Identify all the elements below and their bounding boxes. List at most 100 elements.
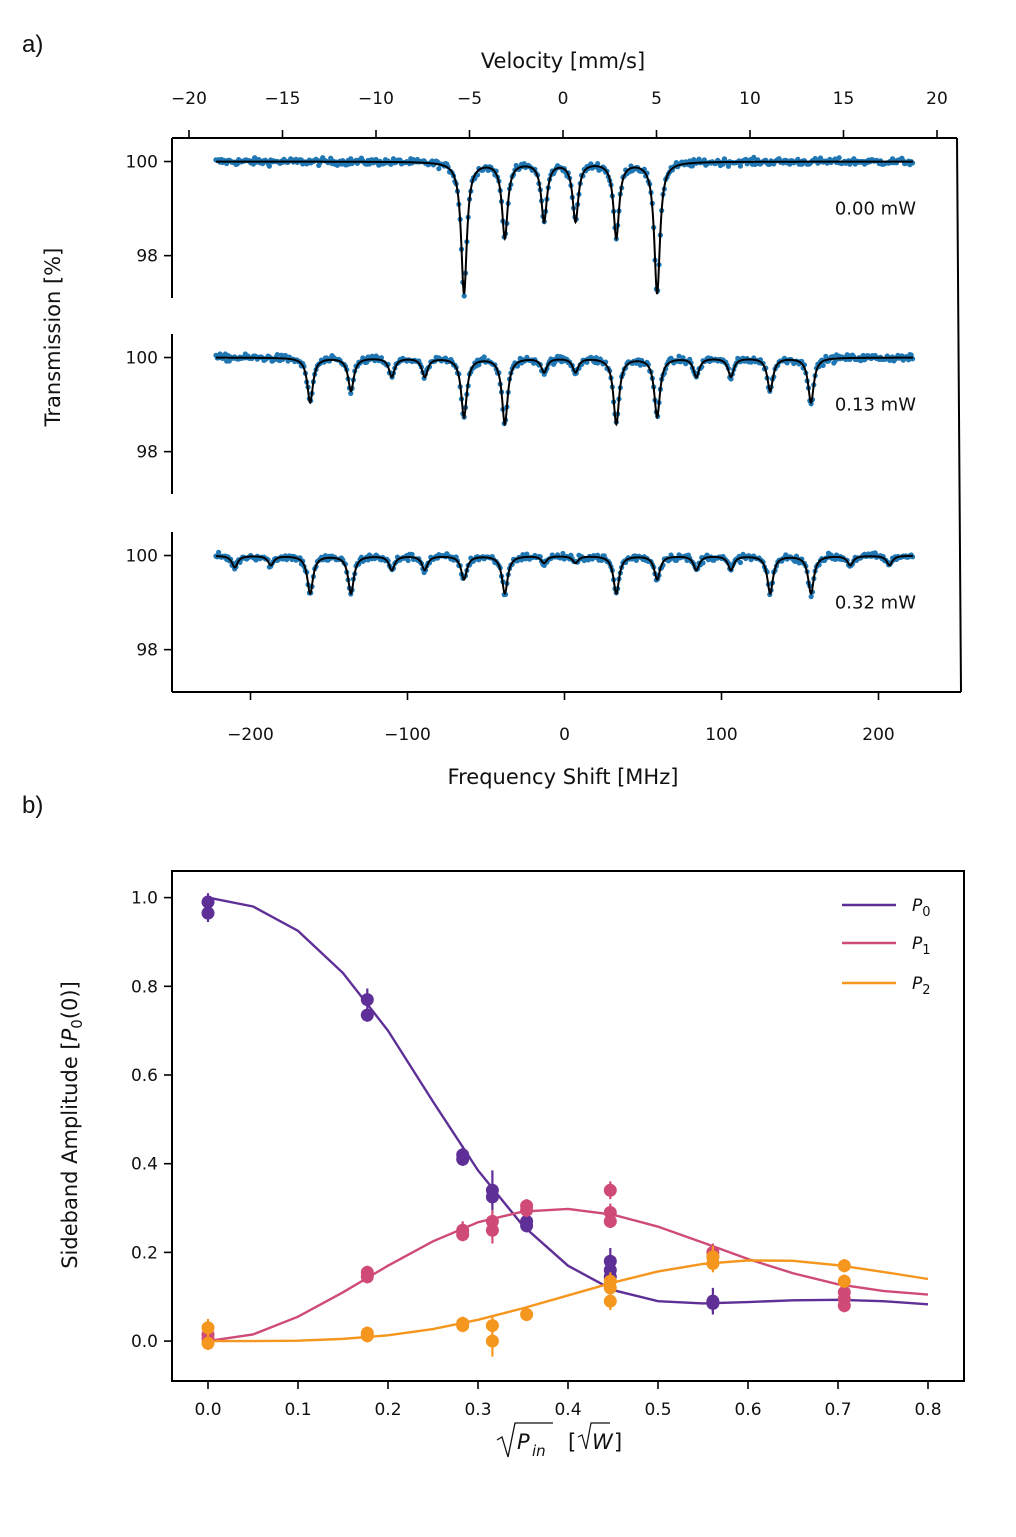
- data-point: [405, 557, 411, 564]
- data-point-p1: [603, 1214, 617, 1228]
- svg-text:[: [: [568, 1430, 576, 1454]
- data-point: [676, 353, 682, 359]
- top-axis-tick-label: −15: [265, 89, 301, 109]
- x-axis-tick-label: 0.7: [824, 1400, 851, 1420]
- top-axis-tick-label: 10: [739, 89, 761, 109]
- x-axis-tick-label: 0.4: [554, 1400, 581, 1420]
- data-point-p0: [520, 1219, 534, 1233]
- data-point-p2: [706, 1256, 720, 1270]
- data-point-p2: [485, 1334, 499, 1348]
- svg-text:]: ]: [614, 1430, 622, 1454]
- panel-b-label: b): [22, 792, 43, 819]
- fit-line: [215, 160, 914, 295]
- y-axis-tick-label: 0.4: [131, 1155, 158, 1175]
- top-axis-tick-label: −20: [171, 89, 207, 109]
- series-points: [213, 351, 916, 427]
- data-point: [701, 157, 707, 163]
- data-point: [481, 354, 487, 360]
- fit-curve-p2: [208, 1259, 929, 1343]
- data-point: [728, 376, 734, 382]
- x-axis-tick-label: 200: [862, 725, 894, 745]
- fit-curve-p0: [207, 896, 929, 1306]
- data-point: [266, 163, 272, 169]
- data-point: [409, 551, 415, 558]
- data-point-p2: [837, 1274, 851, 1288]
- data-point-p0: [201, 906, 215, 920]
- panel-a-label: a): [22, 31, 43, 58]
- y-axis-tick-label: 100: [126, 153, 158, 173]
- legend-p1-label: P1: [912, 934, 931, 958]
- panel-a-y-axis-label: Transmission [%]: [41, 248, 65, 428]
- data-point-p1: [603, 1183, 617, 1197]
- x-axis-tick-label: −200: [227, 725, 274, 745]
- data-point: [348, 390, 354, 396]
- data-point: [595, 161, 601, 167]
- data-point-p2: [201, 1321, 215, 1335]
- top-axis-tick-label: −10: [358, 89, 394, 109]
- x-axis-tick-label: 100: [705, 725, 737, 745]
- x-axis-tick-label: 0.1: [284, 1400, 311, 1420]
- y-axis-tick-label: 98: [136, 443, 158, 463]
- data-point-p2: [603, 1281, 617, 1295]
- data-point-p0: [706, 1296, 720, 1310]
- fit-line: [215, 356, 914, 427]
- x-axis-tick-label: 0.8: [914, 1400, 941, 1420]
- data-point: [737, 559, 744, 566]
- fit-line: [215, 554, 914, 596]
- data-point: [436, 166, 442, 172]
- power-label: 0.13 mW: [835, 395, 916, 416]
- data-point: [252, 155, 258, 161]
- data-point-p2: [837, 1259, 851, 1273]
- data-point: [844, 352, 850, 358]
- y-axis-tick-label: 100: [126, 349, 158, 369]
- data-point: [274, 351, 280, 358]
- data-point: [823, 353, 829, 359]
- fit-curve-p1: [207, 1207, 929, 1343]
- svg-text:P: P: [517, 1430, 530, 1454]
- series-points: [213, 154, 916, 299]
- x-axis-tick-label: 0.6: [734, 1400, 761, 1420]
- data-point-p0: [456, 1152, 470, 1166]
- data-point-p1: [520, 1203, 534, 1217]
- y-axis-tick-label: 0.8: [131, 977, 158, 997]
- legend-p0-label: P0: [912, 896, 931, 920]
- y-axis-tick-label: 98: [136, 641, 158, 661]
- top-axis-tick-label: 0: [558, 89, 569, 109]
- data-point: [836, 155, 842, 161]
- power-label: 0.32 mW: [835, 593, 916, 614]
- x-axis-tick-label: −100: [384, 725, 431, 745]
- data-point-p2: [520, 1307, 534, 1321]
- data-point: [216, 549, 222, 555]
- panel-b-plot: 0.0 0.1 0.2 0.3 0.4 0.5 0.6 0.7 0.8 0.0 0.2 0.4 0.6 0…: [131, 870, 965, 1420]
- data-point-p1: [485, 1223, 499, 1237]
- x-axis-tick-label: 0.5: [644, 1400, 671, 1420]
- y-axis-tick-label: 0.0: [131, 1332, 158, 1352]
- y-axis-tick-label: 0.2: [131, 1243, 158, 1263]
- x-axis-tick-label: 0.0: [194, 1400, 221, 1420]
- data-point: [725, 163, 732, 169]
- data-point: [752, 161, 758, 167]
- y-axis-tick-label: 1.0: [131, 889, 158, 909]
- top-axis-tick-label: 15: [833, 89, 855, 109]
- panel-a-plot: −20 −15 −10 −5 0 5 10 15 20 −200 −100 0 100 200 100 98 0…: [126, 89, 962, 745]
- data-point-p0: [485, 1190, 499, 1204]
- data-point: [820, 362, 826, 368]
- y-axis-tick-label: 0.6: [131, 1066, 158, 1086]
- x-axis-tick-label: 0.3: [464, 1400, 491, 1420]
- data-point-p0: [360, 1008, 374, 1022]
- top-axis-tick-label: 5: [651, 89, 662, 109]
- panel-a-x-axis-label: Frequency Shift [MHz]: [448, 765, 679, 789]
- data-point: [560, 550, 566, 557]
- svg-text:in: in: [532, 1442, 546, 1460]
- data-point: [390, 156, 397, 162]
- data-point: [737, 163, 744, 169]
- power-label: 0.00 mW: [835, 199, 916, 220]
- panel-a-top-axis-label: Velocity [mm/s]: [481, 49, 645, 73]
- data-point-p1: [360, 1270, 374, 1284]
- data-point-p1: [456, 1228, 470, 1242]
- top-axis-tick-label: −5: [457, 89, 482, 109]
- panel-a-right-spine: [956, 137, 962, 693]
- y-axis-tick-label: 100: [126, 547, 158, 567]
- panel-b-x-axis-label: P in [ W ]: [496, 1422, 622, 1460]
